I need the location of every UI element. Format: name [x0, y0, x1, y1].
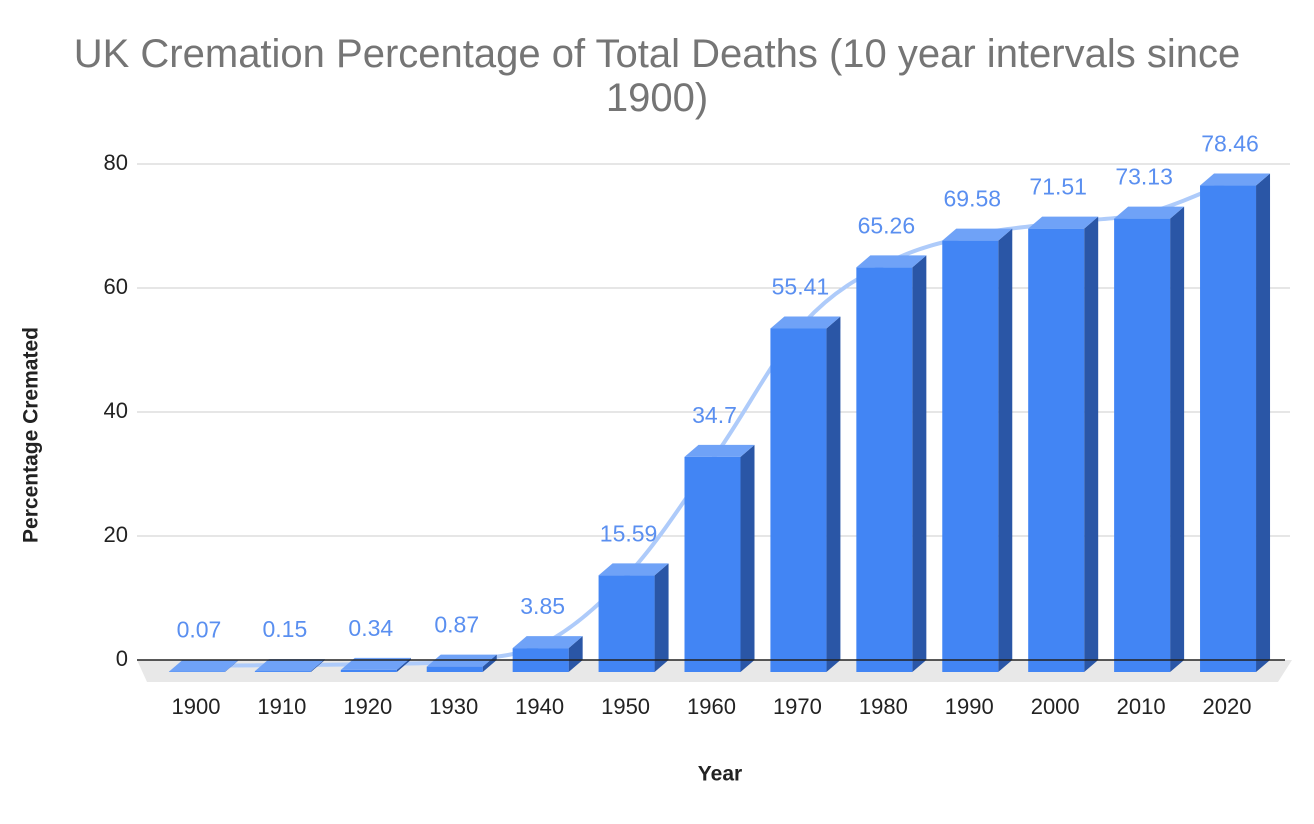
- bar-side: [310, 659, 325, 672]
- data-label: 65.26: [858, 212, 916, 238]
- y-tick-label: 80: [104, 150, 128, 175]
- data-label: 15.59: [600, 520, 658, 546]
- bar-side: [740, 444, 755, 672]
- bar-top: [856, 255, 927, 268]
- bars: 1900 0.07 1910 0.15 1920 0.34 1930 0.87 1940 3.85…: [168, 131, 1271, 719]
- bar-side: [654, 563, 669, 672]
- bar-top: [684, 444, 755, 457]
- bar: [942, 240, 999, 672]
- bar-top: [770, 316, 841, 329]
- bar: [770, 328, 827, 672]
- x-tick-label: 1970: [773, 694, 822, 719]
- bar-top: [254, 659, 325, 672]
- x-tick-label: 1910: [257, 694, 306, 719]
- bar-top: [598, 563, 669, 576]
- x-tick-label: 1980: [859, 694, 908, 719]
- x-tick-label: 1940: [515, 694, 564, 719]
- bar: [1028, 228, 1085, 672]
- bar-side: [568, 636, 583, 672]
- bar-side: [998, 228, 1013, 672]
- x-tick-label: 1960: [687, 694, 736, 719]
- bar-side: [1256, 173, 1271, 672]
- data-label: 73.13: [1115, 164, 1173, 190]
- bar-top: [340, 657, 411, 670]
- x-tick-label: 2010: [1117, 694, 1166, 719]
- bar-side: [1170, 206, 1185, 672]
- bar-side: [396, 657, 411, 672]
- y-axis-title: Percentage Cremated: [20, 327, 43, 543]
- data-label: 71.51: [1029, 174, 1087, 200]
- bar: [1114, 218, 1171, 672]
- bar-side: [912, 255, 927, 672]
- data-label: 0.87: [434, 612, 479, 638]
- data-label: 0.07: [177, 617, 222, 643]
- data-label: 3.85: [520, 593, 565, 619]
- bar: [856, 267, 913, 672]
- data-label: 55.41: [772, 274, 830, 300]
- data-label: 69.58: [943, 186, 1001, 212]
- bar: [340, 669, 397, 672]
- chart-title: UK Cremation Percentage of Total Deaths …: [73, 32, 1241, 120]
- y-tick-label: 0: [116, 646, 128, 671]
- x-tick-label: 1900: [171, 694, 220, 719]
- bar: [254, 671, 311, 672]
- bar-side: [826, 316, 841, 672]
- data-label: 34.7: [692, 402, 737, 428]
- y-tick-label: 60: [104, 274, 128, 299]
- bar-top: [1200, 173, 1271, 186]
- data-label: 78.46: [1201, 131, 1259, 157]
- data-label: 0.15: [263, 616, 308, 642]
- bar: [426, 666, 483, 672]
- x-tick-label: 1920: [343, 694, 392, 719]
- x-tick-label: 1930: [429, 694, 478, 719]
- bar-side: [482, 654, 497, 672]
- x-tick-label: 2020: [1203, 694, 1252, 719]
- x-tick-label: 1950: [601, 694, 650, 719]
- bar: [684, 456, 741, 672]
- bar-top: [942, 228, 1013, 241]
- y-tick-label: 40: [104, 398, 128, 423]
- y-tick-label: 20: [104, 522, 128, 547]
- bar-top: [168, 659, 239, 672]
- bar-top: [512, 636, 583, 649]
- bar-top: [1028, 216, 1099, 229]
- bar: [598, 575, 655, 672]
- bar-top: [1114, 206, 1185, 219]
- bar-side: [224, 659, 239, 672]
- bar: [1200, 185, 1257, 672]
- bar-side: [1084, 216, 1099, 672]
- data-label: 0.34: [348, 615, 393, 641]
- x-tick-label: 2000: [1031, 694, 1080, 719]
- x-axis-title: Year: [698, 763, 742, 786]
- x-tick-label: 1990: [945, 694, 994, 719]
